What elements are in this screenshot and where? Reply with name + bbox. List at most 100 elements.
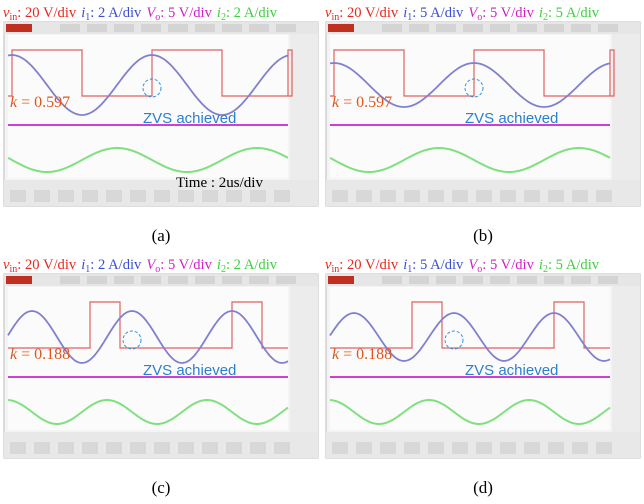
scope-bottom-button <box>548 190 564 202</box>
scope-bottom-button <box>356 190 372 202</box>
scope-bottom-button <box>178 190 194 202</box>
scope-top-button <box>382 276 402 284</box>
scope-bottom-button <box>404 190 420 202</box>
scope-logo <box>6 24 32 32</box>
scope-top-button <box>463 24 483 32</box>
scope-top-button <box>222 276 242 284</box>
k-symbol: k <box>10 346 18 363</box>
scope-bottom-button <box>548 442 564 454</box>
scope-top-button <box>598 276 618 284</box>
scope-bottom-button <box>452 190 468 202</box>
scope-top-button <box>195 24 215 32</box>
scope-bottom-button <box>596 442 612 454</box>
channel-scale: : 5 V/div <box>160 5 212 21</box>
scope-top-button <box>544 24 564 32</box>
scope-bottom-button <box>250 190 266 202</box>
scope-bottom-button <box>106 442 122 454</box>
scope-top-button <box>409 276 429 284</box>
scope-bottom-button <box>572 190 588 202</box>
channel-header: vin: 20 V/divi1: 2 A/divVo: 5 V/divi2: 2… <box>3 257 278 275</box>
channel-scale: : 5 A/div <box>412 5 464 21</box>
channel-scale: : 5 A/div <box>548 5 600 21</box>
k-value: = 0.597 <box>21 94 70 111</box>
scope-logo <box>328 24 354 32</box>
scope-top-button <box>141 24 161 32</box>
scope-top-button <box>168 276 188 284</box>
figure: vin: 20 V/divi1: 2 A/divVo: 5 V/divi2: 2… <box>0 0 644 504</box>
scope-top-button <box>517 24 537 32</box>
scope-bottom-button <box>332 190 348 202</box>
scope-top-button <box>114 276 134 284</box>
scope-bottom-button <box>476 190 492 202</box>
channel-header: vin: 20 V/divi1: 5 A/divVo: 5 V/divi2: 5… <box>325 257 600 275</box>
channel-scale: : 2 A/div <box>226 5 278 21</box>
channel-scale: : 2 A/div <box>90 5 142 21</box>
scope-bottom-button <box>58 442 74 454</box>
scope-top-button <box>571 276 591 284</box>
scope-bottom-button <box>332 442 348 454</box>
scope-logo <box>328 276 354 284</box>
caption: (d) <box>473 478 493 497</box>
scope-bottom-button <box>524 442 540 454</box>
scope-bottom-button <box>500 442 516 454</box>
scope-top-button <box>436 24 456 32</box>
channel-scale: : 5 V/div <box>160 257 212 273</box>
scope-top-button <box>490 24 510 32</box>
scope-bottom-button <box>202 190 218 202</box>
scope-top-button <box>195 276 215 284</box>
scope-bottom-button <box>202 442 218 454</box>
scope-bottom-button <box>452 442 468 454</box>
scope-top-button <box>490 276 510 284</box>
scope-bottom-button <box>130 442 146 454</box>
channel-scale: : 20 V/div <box>339 5 399 21</box>
scope-top-button <box>517 276 537 284</box>
zvs-label: ZVS achieved <box>465 110 558 127</box>
scope-top-button <box>409 24 429 32</box>
zvs-label: ZVS achieved <box>143 362 236 379</box>
scope-bottom-button <box>500 190 516 202</box>
scope-bottom-button <box>154 442 170 454</box>
scope-bottom-button <box>34 190 50 202</box>
scope-bottom-button <box>34 442 50 454</box>
scope-top-button <box>463 276 483 284</box>
scope-bottom-button <box>250 442 266 454</box>
scope-top-button <box>114 24 134 32</box>
scope-bottom-button <box>356 442 372 454</box>
channel-scale: : 5 A/div <box>548 257 600 273</box>
caption: (c) <box>152 478 171 497</box>
scope-side-bar <box>290 286 318 432</box>
scope-bottom-button <box>10 190 26 202</box>
scope-bottom-button <box>82 442 98 454</box>
time-label: Time : 2us/div <box>176 175 263 191</box>
scope-top-button <box>249 24 269 32</box>
k-symbol: k <box>332 346 340 363</box>
scope-bottom-button <box>524 190 540 202</box>
scope-top-button <box>87 276 107 284</box>
scope-bottom-button <box>428 442 444 454</box>
channel-sub: in <box>331 264 339 275</box>
scope-top-button <box>571 24 591 32</box>
scope-bottom-button <box>82 190 98 202</box>
k-value: = 0.597 <box>343 94 392 111</box>
caption: (b) <box>473 226 493 245</box>
channel-scale: : 20 V/div <box>339 257 399 273</box>
channel-scale: : 5 A/div <box>412 257 464 273</box>
scope-bottom-button <box>476 442 492 454</box>
zvs-label: ZVS achieved <box>143 110 236 127</box>
scope-top-button <box>598 24 618 32</box>
channel-scale: : 2 A/div <box>226 257 278 273</box>
channel-scale: : 5 V/div <box>482 5 534 21</box>
scope-bottom-button <box>58 190 74 202</box>
scope-top-button <box>168 24 188 32</box>
channel-scale: : 20 V/div <box>17 5 77 21</box>
zvs-label: ZVS achieved <box>465 362 558 379</box>
scope-top-button <box>276 276 296 284</box>
scope-bottom-button <box>178 442 194 454</box>
channel-sub: in <box>331 12 339 23</box>
scope-bottom-button <box>428 190 444 202</box>
